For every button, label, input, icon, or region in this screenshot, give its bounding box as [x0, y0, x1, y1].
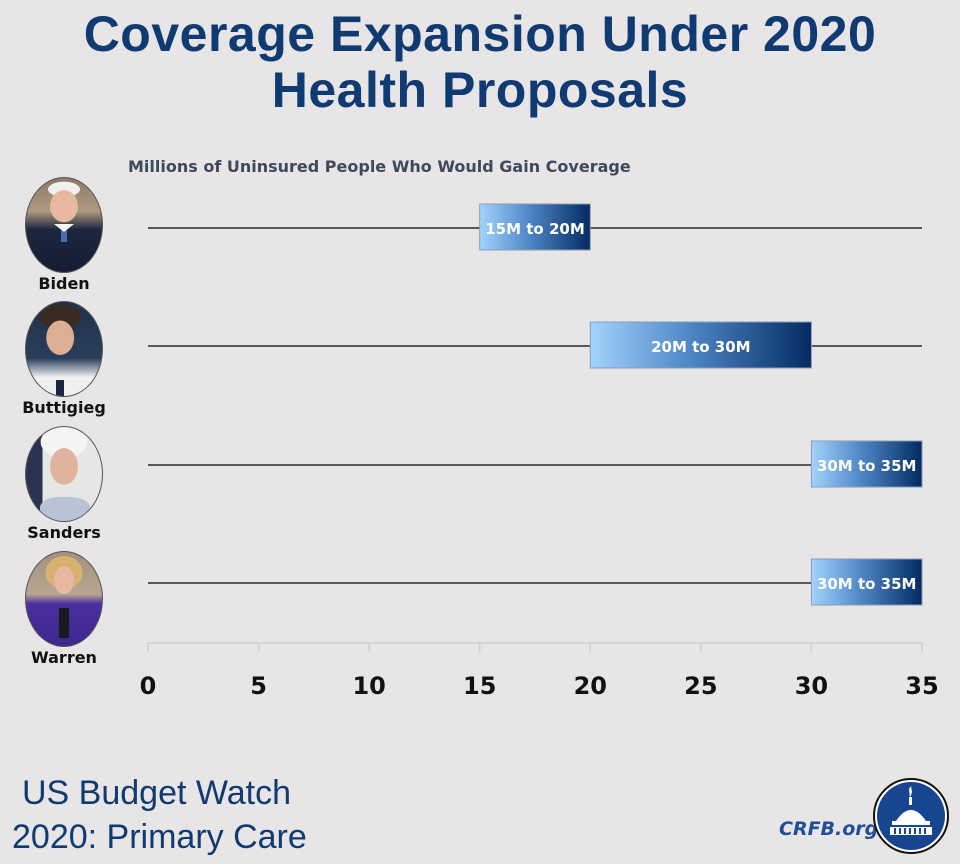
candidate-name: Sanders: [27, 523, 101, 542]
candidate-warren: Warren: [20, 551, 108, 667]
candidate-buttigieg: Buttigieg: [20, 301, 108, 417]
range-bar-biden: [479, 203, 591, 251]
range-bar-buttigieg: [589, 321, 812, 369]
sanders-portrait: [25, 426, 103, 522]
candidate-biden: Biden: [20, 177, 108, 293]
candidate-name: Warren: [31, 648, 97, 667]
footer-subtitle: 2020: Primary Care: [12, 818, 307, 856]
footer-title: US Budget Watch: [22, 774, 291, 812]
page-title: Coverage Expansion Under 2020 Health Pro…: [0, 6, 960, 118]
biden-portrait: [25, 177, 103, 273]
candidate-sanders: Sanders: [20, 426, 108, 542]
warren-portrait: [25, 551, 103, 647]
range-label: 30M to 35M: [817, 457, 917, 475]
buttigieg-portrait: [25, 301, 103, 397]
title-line-2: Health Proposals: [271, 62, 689, 118]
crfb-link[interactable]: CRFB.org: [779, 818, 879, 840]
range-chart: 15M to 20M 20M to 30M 30M to 35M 30M to 35M…: [140, 203, 939, 700]
range-bar-warren: [810, 558, 923, 606]
chart-subtitle: Millions of Uninsured People Who Would G…: [128, 157, 631, 176]
x-tick-label: 10: [352, 672, 385, 700]
title-line-1: Coverage Expansion Under 2020: [83, 6, 877, 62]
range-bar-sanders: [810, 440, 923, 488]
range-label: 15M to 20M: [485, 220, 585, 238]
x-tick-label: 35: [905, 672, 938, 700]
x-tick-label: 5: [250, 672, 267, 700]
capitol-dome-icon: [873, 778, 949, 854]
x-tick-label: 15: [463, 672, 496, 700]
x-tick-label: 25: [684, 672, 717, 700]
range-label: 20M to 30M: [651, 338, 751, 356]
x-tick-label: 20: [574, 672, 607, 700]
candidate-name: Buttigieg: [22, 398, 106, 417]
range-label: 30M to 35M: [817, 575, 917, 593]
x-tick-label: 0: [140, 672, 157, 700]
x-tick-label: 30: [795, 672, 828, 700]
candidate-name: Biden: [38, 274, 90, 293]
